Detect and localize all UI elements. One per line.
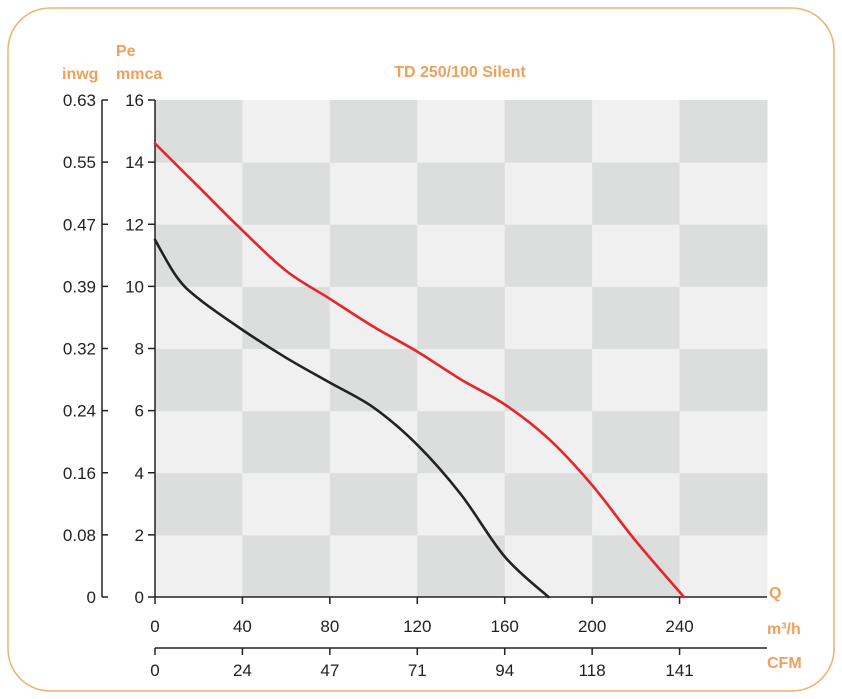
x2-tick-label: 94 <box>495 661 514 680</box>
grid-cell <box>155 410 243 474</box>
grid-cell <box>242 100 331 163</box>
x-tick-label: 80 <box>320 617 339 636</box>
grid-cell <box>504 224 593 287</box>
y2-tick-label: 0.16 <box>63 464 96 483</box>
grid-cell <box>592 410 681 474</box>
grid-cell <box>504 348 593 412</box>
x2-tick-label: 141 <box>665 661 693 680</box>
grid-cell <box>329 410 418 474</box>
grid-cell <box>679 224 768 287</box>
grid-cell <box>242 224 331 287</box>
y2-tick-label: 0.39 <box>63 277 96 296</box>
y-axis-unit-mmca: mmca <box>116 66 162 83</box>
y2-tick-label: 0.32 <box>63 340 96 359</box>
grid-cell <box>592 224 681 287</box>
grid-cell <box>242 472 331 536</box>
y2-tick-label: 0.55 <box>63 153 96 172</box>
x2-tick-label: 47 <box>320 661 339 680</box>
grid-cell <box>155 472 243 536</box>
y-tick-label: 14 <box>125 153 144 172</box>
grid-cell <box>679 534 768 598</box>
axes: 0020.0840.1660.2480.32100.39120.47140.55… <box>63 91 767 680</box>
grid-cell <box>417 286 506 349</box>
grid-cell <box>592 286 681 349</box>
y-axis-label: Pe <box>116 43 136 60</box>
y-axis-unit-inwg: inwg <box>62 66 98 83</box>
x-tick-label: 160 <box>491 617 519 636</box>
y2-tick-label: 0 <box>87 588 96 607</box>
grid-cell <box>679 410 768 474</box>
x-axis-unit-m3h: m³/h <box>767 621 801 638</box>
grid-cell <box>679 348 768 412</box>
y-tick-label: 4 <box>135 464 144 483</box>
x2-tick-label: 0 <box>150 661 159 680</box>
x2-tick-label: 71 <box>408 661 427 680</box>
grid-cell <box>242 162 331 225</box>
grid-cell <box>679 286 768 349</box>
grid-cell <box>417 472 506 536</box>
x-tick-label: 120 <box>403 617 431 636</box>
y-tick-label: 12 <box>125 215 144 234</box>
grid-cell <box>155 100 243 163</box>
grid-cell <box>329 348 418 412</box>
grid-cell <box>155 224 243 287</box>
y-tick-label: 0 <box>135 588 144 607</box>
y-tick-label: 16 <box>125 91 144 110</box>
grid-bands <box>155 100 768 598</box>
grid-cell <box>504 534 593 598</box>
x-tick-label: 40 <box>233 617 252 636</box>
grid-cell <box>592 100 681 163</box>
grid-cell <box>329 286 418 349</box>
grid-cell <box>504 162 593 225</box>
x-axis-unit-cfm: CFM <box>767 655 802 672</box>
series-line-red <box>153 142 686 599</box>
grid-cell <box>155 162 243 225</box>
grid-cell <box>592 472 681 536</box>
grid-cell <box>504 410 593 474</box>
x2-tick-label: 118 <box>579 661 606 680</box>
grid-cell <box>155 348 243 412</box>
grid-cell <box>679 100 768 163</box>
y-tick-label: 10 <box>125 277 144 296</box>
grid-cell <box>155 534 243 598</box>
grid-cell <box>504 100 593 163</box>
grid-cell <box>242 410 331 474</box>
grid-cell <box>504 472 593 536</box>
grid-cell <box>155 286 243 349</box>
curves <box>153 142 686 599</box>
series-line-black <box>153 238 550 599</box>
grid-cell <box>417 534 506 598</box>
grid-cell <box>417 410 506 474</box>
grid-cell <box>417 162 506 225</box>
y2-tick-label: 0.24 <box>63 402 96 421</box>
y-tick-label: 2 <box>135 526 144 545</box>
grid-cell <box>679 162 768 225</box>
grid-cell <box>504 286 593 349</box>
grid-cell <box>242 534 331 598</box>
x-axis-label: Q <box>769 585 781 602</box>
grid-cell <box>329 162 418 225</box>
grid-cell <box>329 224 418 287</box>
grid-cell <box>329 100 418 163</box>
grid-cell <box>592 162 681 225</box>
grid-cell <box>592 534 681 598</box>
grid-cell <box>679 472 768 536</box>
grid-cell <box>329 534 418 598</box>
y2-tick-label: 0.08 <box>63 526 96 545</box>
x-tick-label: 200 <box>578 617 606 636</box>
grid-cell <box>417 224 506 287</box>
y-tick-label: 8 <box>135 340 144 359</box>
grid-cell <box>329 472 418 536</box>
y2-tick-label: 0.47 <box>63 215 96 234</box>
chart-title: TD 250/100 Silent <box>394 64 526 81</box>
y2-tick-label: 0.63 <box>63 91 96 110</box>
x-tick-label: 240 <box>665 617 693 636</box>
grid-cell <box>417 100 506 163</box>
grid-cell <box>592 348 681 412</box>
y-tick-label: 6 <box>135 402 144 421</box>
x2-tick-label: 24 <box>233 661 252 680</box>
x-tick-label: 0 <box>150 617 159 636</box>
